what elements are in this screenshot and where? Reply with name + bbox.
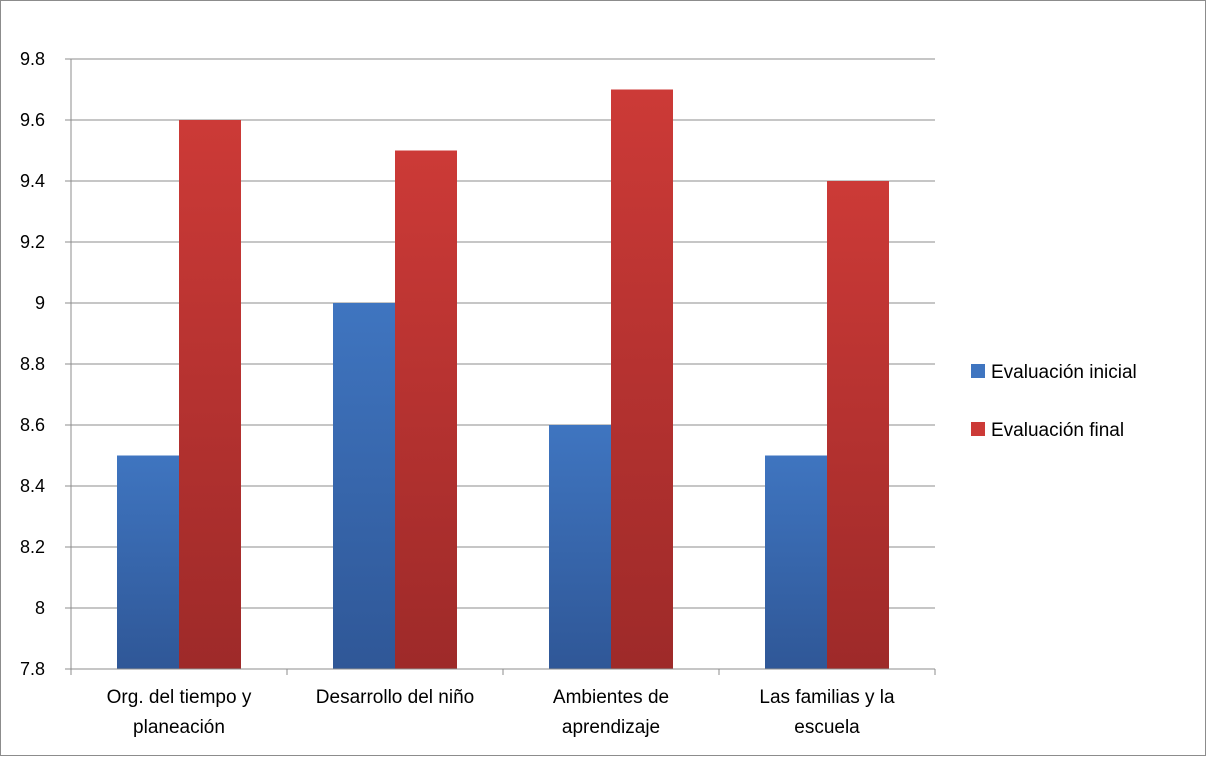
legend-swatch [971,364,985,378]
legend: Evaluación inicial Evaluación final [971,362,1137,441]
y-tick-label: 9 [35,293,45,313]
x-category-label: planeación [133,717,225,738]
x-category-label: aprendizaje [562,717,660,738]
legend-label: Evaluación final [991,420,1124,441]
y-tick-label: 9.6 [20,110,45,130]
bar-final-4 [827,181,889,669]
x-category-label: Org. del tiempo y [107,687,252,708]
bar-final-2 [395,150,457,669]
bar-inicial-1 [117,455,179,669]
bar-inicial-4 [765,455,827,669]
legend-label: Evaluación inicial [991,362,1137,383]
y-tick-label: 8 [35,598,45,618]
bar-inicial-2 [333,303,395,669]
legend-swatch [971,422,985,436]
bar-final-1 [179,120,241,669]
x-category-label: Las familias y la [759,687,895,708]
y-tick-label: 8.2 [20,537,45,557]
y-tick-label: 8.6 [20,415,45,435]
bars [117,89,889,669]
y-tick-label: 9.8 [20,49,45,69]
y-tick-label: 9.4 [20,171,45,191]
x-category-label: escuela [794,717,860,738]
axes [70,59,936,675]
y-tick-label: 8.8 [20,354,45,374]
bar-final-3 [611,89,673,669]
y-tick-label: 9.2 [20,232,45,252]
y-tick-label: 7.8 [20,659,45,679]
x-axis-category-labels: Org. del tiempo y planeación Desarrollo de… [107,687,895,738]
y-axis-tick-labels: 7.8 8 8.2 8.4 8.6 8.8 9 9.2 9.4 9.6 9.8 [20,49,45,679]
x-category-label: Ambientes de [553,687,669,708]
y-tick-label: 8.4 [20,476,45,496]
bar-inicial-3 [549,425,611,669]
x-category-label: Desarrollo del niño [316,687,474,708]
